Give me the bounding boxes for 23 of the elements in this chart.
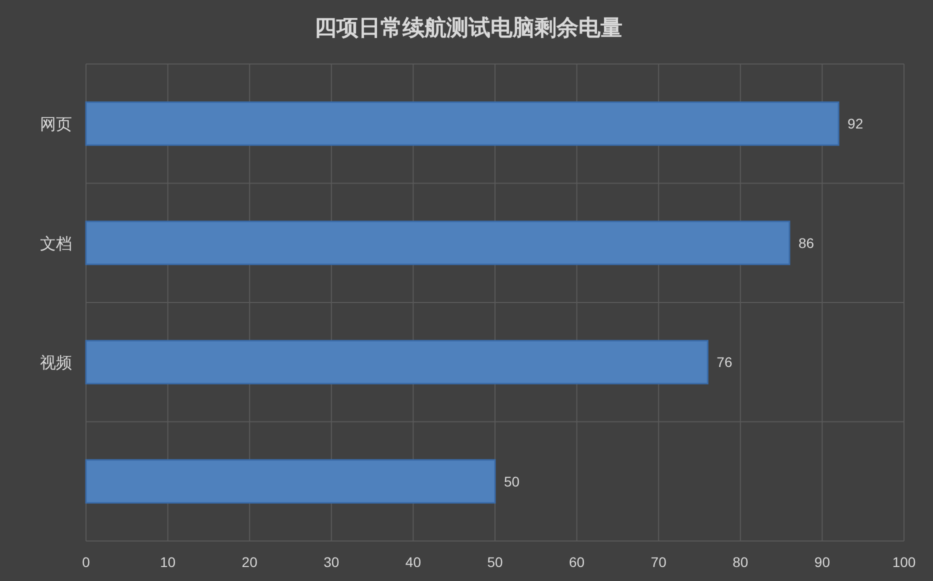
chart-title: 四项日常续航测试电脑剩余电量 <box>314 15 622 41</box>
x-tick-label: 10 <box>160 554 176 570</box>
x-tick-label: 70 <box>650 554 667 570</box>
bar <box>85 101 840 146</box>
x-tick-label: 30 <box>324 554 340 570</box>
data-label: 50 <box>504 473 520 490</box>
data-label: 92 <box>848 116 864 132</box>
bar <box>85 220 790 266</box>
bar <box>85 459 496 504</box>
y-tick-label: 文档 <box>40 234 72 253</box>
x-tick-label: 100 <box>892 554 916 570</box>
data-label: 76 <box>716 354 732 370</box>
data-label: 86 <box>798 234 814 251</box>
x-tick-label: 20 <box>242 554 258 570</box>
x-tick-label: 0 <box>82 554 90 570</box>
x-tick-label: 60 <box>569 554 585 570</box>
x-tick-label: 80 <box>732 554 748 570</box>
y-tick-label: 视频 <box>40 353 72 372</box>
bar <box>85 340 708 384</box>
y-tick-label: 网页 <box>40 114 72 134</box>
x-tick-label: 40 <box>405 554 422 570</box>
x-tick-label: 90 <box>814 554 830 570</box>
x-tick-label: 50 <box>487 554 503 570</box>
